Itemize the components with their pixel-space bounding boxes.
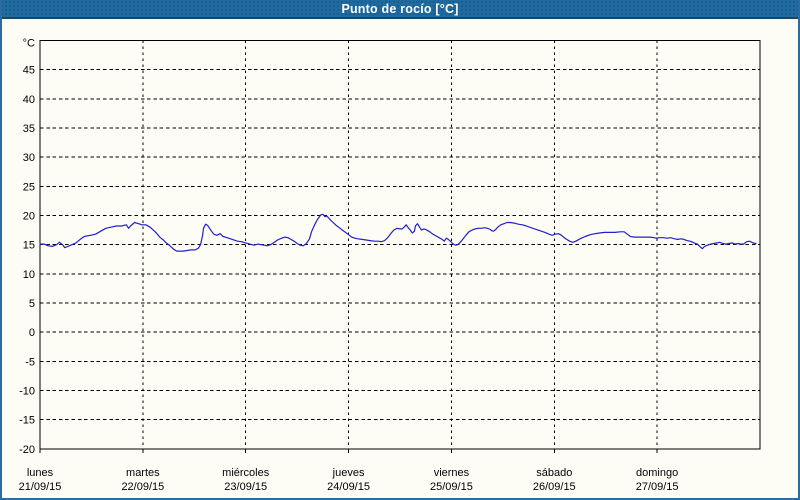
y-tick-label: 25 — [23, 181, 35, 193]
y-tick-label: -15 — [19, 415, 35, 427]
y-tick-label: 0 — [29, 327, 35, 339]
date-label: 21/09/15 — [19, 481, 62, 493]
axis-unit-label: °C — [23, 38, 35, 50]
y-tick-label: 30 — [23, 152, 35, 164]
y-tick-label: -20 — [19, 444, 35, 456]
date-label: 25/09/15 — [430, 481, 473, 493]
y-tick-label: 5 — [29, 298, 35, 310]
dewpoint-chart: 45 40 35 30 25 20 15 10 5 0 -5 -10 -15 -20 °C lunes 21/0… — [19, 38, 761, 493]
day-label: martes — [126, 467, 160, 479]
day-label: jueves — [332, 467, 365, 479]
dewpoint-line — [39, 213, 757, 252]
y-tick-label: 20 — [23, 210, 35, 222]
day-label: domingo — [636, 467, 678, 479]
chart-title: Punto de rocío [°C] — [341, 1, 459, 16]
y-tick-label: -10 — [19, 385, 35, 397]
date-label: 23/09/15 — [224, 481, 267, 493]
day-label: lunes — [27, 467, 54, 479]
y-tick-label: 45 — [23, 65, 35, 77]
day-label: viernes — [434, 467, 470, 479]
y-tick-label: 15 — [23, 240, 35, 252]
y-tick-label: 40 — [23, 94, 35, 106]
day-label: sábado — [536, 467, 572, 479]
date-label: 26/09/15 — [533, 481, 576, 493]
date-label: 24/09/15 — [327, 481, 370, 493]
date-label: 27/09/15 — [636, 481, 679, 493]
chart-title-bar: Punto de rocío [°C] — [2, 0, 798, 19]
y-tick-label: 35 — [23, 123, 35, 135]
day-label: miércoles — [222, 467, 270, 479]
date-label: 22/09/15 — [121, 481, 164, 493]
y-tick-label: -5 — [25, 356, 35, 368]
y-tick-label: 10 — [23, 269, 35, 281]
